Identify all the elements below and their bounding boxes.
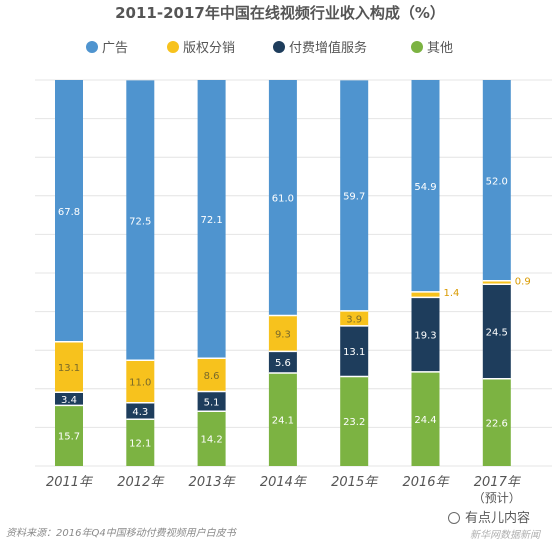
bar-segment	[126, 80, 155, 361]
data-label: 19.3	[414, 331, 436, 342]
bar-segment	[411, 80, 440, 292]
bar-segment	[411, 297, 440, 372]
data-label: 1.4	[444, 288, 460, 299]
x-tick-label: 2015年	[331, 475, 379, 490]
data-label: 9.3	[275, 329, 291, 340]
legend-swatch	[411, 41, 423, 53]
data-label: 54.9	[414, 182, 436, 193]
legend-item: 版权分销	[167, 40, 235, 56]
bar-stack: 23.2 13.1 3.9 59.7	[340, 80, 369, 466]
bar-segment	[197, 411, 226, 466]
legend-label: 广告	[102, 41, 128, 56]
x-tick-label: 2012年	[117, 475, 165, 490]
chat-bubble-icon	[448, 512, 460, 524]
legend-item: 付费增值服务	[273, 40, 367, 56]
x-tick-label: 2013年	[189, 475, 237, 490]
bar-segment	[197, 358, 226, 392]
data-label: 5.1	[204, 397, 220, 408]
legend-swatch	[167, 41, 179, 53]
x-tick-label: 2014年	[260, 475, 308, 490]
bar-segment	[340, 310, 369, 326]
data-label: 22.6	[486, 418, 508, 429]
data-label: 24.1	[272, 415, 294, 426]
chart-title: 2011-2017年中国在线视频行业收入构成（%）	[115, 4, 445, 22]
bar-segment	[411, 371, 440, 466]
watermark-text: 有点儿内容	[465, 511, 531, 526]
bar-stack: 12.1 4.3 11.0 72.5	[126, 80, 155, 466]
bar-segment	[268, 80, 297, 316]
bar-segment	[55, 405, 83, 466]
data-label: 14.2	[200, 435, 222, 446]
bar-segment	[482, 284, 511, 379]
watermark: 有点儿内容	[448, 507, 530, 526]
x-tick-note: （预计）	[473, 491, 521, 505]
data-label: 67.8	[58, 207, 80, 218]
bar-segment	[340, 80, 369, 311]
legend-swatch	[273, 41, 285, 53]
legend-label: 其他	[427, 41, 453, 56]
x-tick-label: 2017年	[474, 475, 522, 490]
data-label: 4.3	[132, 407, 148, 418]
bar-segment	[482, 280, 511, 285]
bar-segment	[411, 291, 440, 298]
data-label: 3.4	[61, 395, 77, 406]
source-note: 资料来源：2016年Q4中国移动付费视频用户白皮书	[6, 528, 236, 539]
data-label: 24.5	[486, 327, 508, 338]
bar-segment	[268, 351, 297, 373]
data-label: 61.0	[272, 194, 294, 205]
bar-stack: 15.7 3.4 13.1 67.8	[55, 80, 83, 466]
x-axis-labels: 2011年 2012年 2013年 2014年 2015年 2016年 2017年（预计）	[46, 475, 522, 505]
bar-segment	[482, 80, 511, 281]
bar-segment	[268, 372, 297, 466]
data-label: 11.0	[129, 377, 151, 388]
bar-segment	[55, 341, 83, 393]
legend-item: 广告	[86, 41, 128, 56]
bar-segment	[126, 360, 155, 403]
bar-segment	[126, 419, 155, 466]
data-label: 13.1	[343, 347, 365, 358]
data-label: 12.1	[129, 439, 151, 450]
data-label: 8.6	[204, 371, 220, 382]
bar-segment	[55, 80, 83, 342]
bar-stack: 22.6 24.5 0.9 52.0	[482, 80, 531, 466]
bar-segment	[55, 392, 83, 406]
data-label: 5.6	[275, 358, 291, 369]
data-label: 72.1	[200, 215, 222, 226]
data-label: 23.2	[343, 417, 365, 428]
bars: 15.7 3.4 13.1 67.8 12.1 4.3 11.0 72.5 14.2 5.1 8.6…	[55, 80, 531, 466]
data-label: 52.0	[486, 176, 508, 187]
bar-segment	[340, 325, 369, 377]
x-tick-label: 2011年	[46, 475, 94, 490]
legend-label: 付费增值服务	[289, 40, 367, 56]
legend-swatch	[86, 41, 98, 53]
x-tick-label: 2016年	[402, 475, 450, 490]
bar-stack: 24.4 19.3 1.4 54.9	[411, 80, 460, 466]
data-label: 15.7	[58, 432, 80, 443]
watermark-secondary: 新华网数据新闻	[470, 530, 540, 541]
data-label: 24.4	[414, 415, 436, 426]
bar-stack: 24.1 5.6 9.3 61.0	[268, 80, 297, 466]
bar-segment	[482, 378, 511, 466]
bar-segment	[268, 315, 297, 352]
bar-segment	[197, 391, 226, 412]
legend-item: 其他	[411, 41, 453, 56]
data-label: 0.9	[515, 277, 531, 288]
bar-stack: 14.2 5.1 8.6 72.1	[197, 80, 226, 466]
legend: 广告 版权分销 付费增值服务 其他	[86, 40, 453, 56]
bar-segment	[197, 80, 226, 359]
data-label: 3.9	[346, 314, 362, 325]
data-label: 13.1	[58, 363, 80, 374]
data-label: 72.5	[129, 216, 151, 227]
data-label: 59.7	[343, 192, 365, 203]
bar-segment	[126, 402, 155, 420]
legend-label: 版权分销	[183, 40, 235, 56]
bar-segment	[340, 376, 369, 466]
